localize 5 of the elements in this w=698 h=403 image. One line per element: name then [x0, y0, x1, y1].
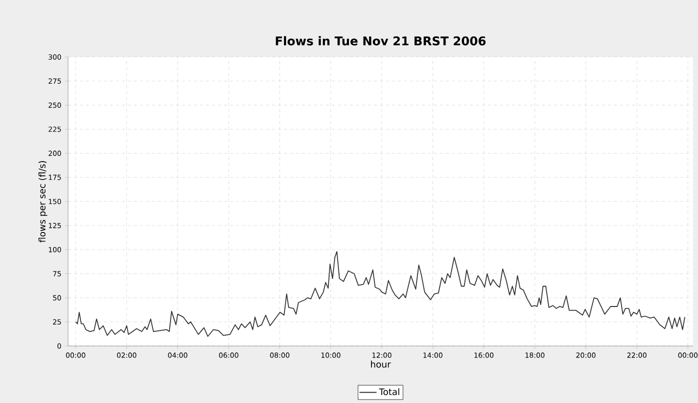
line-series	[75, 251, 686, 337]
legend-label: Total	[378, 388, 400, 396]
x-axis-title: hour	[371, 360, 391, 368]
y-axis-title: flows per sec (fl/s)	[38, 161, 48, 242]
chart-title: Flows in Tue Nov 21 BRST 2006	[276, 36, 486, 46]
